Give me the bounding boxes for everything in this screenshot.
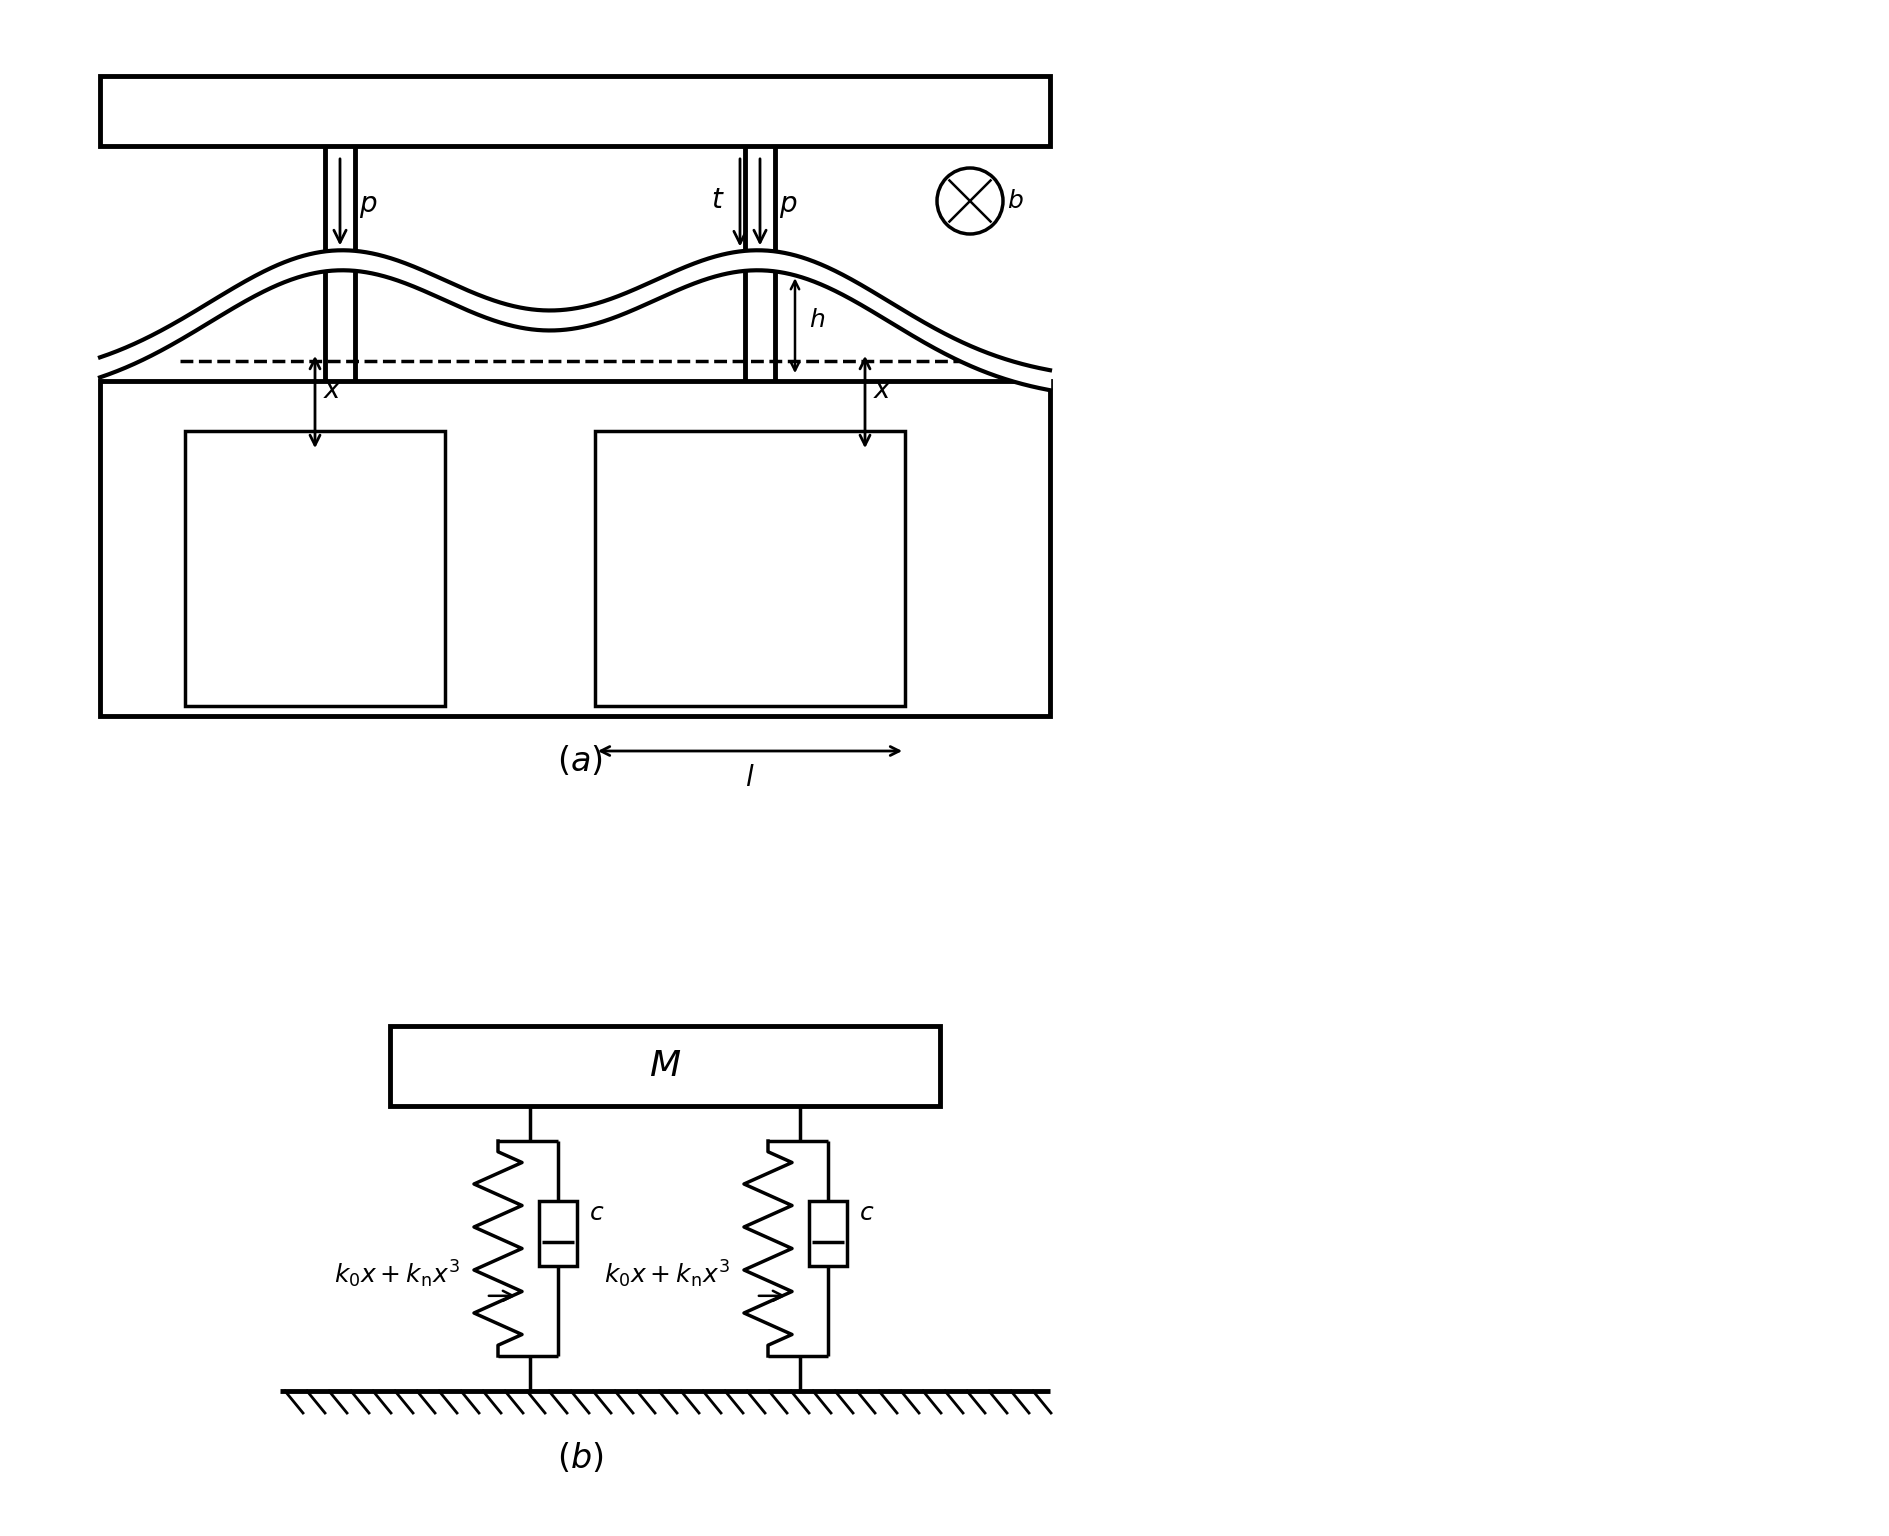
Bar (595, 432, 905, 707)
Text: $k_0x+k_{\mathrm{n}}x^3$: $k_0x+k_{\mathrm{n}}x^3$ (334, 1258, 459, 1290)
Text: $c$: $c$ (858, 1201, 875, 1224)
Text: $p$: $p$ (359, 192, 378, 220)
Bar (100, 75, 1050, 146)
Text: $x$: $x$ (873, 378, 892, 404)
Bar (808, 1201, 846, 1266)
Text: $l$: $l$ (744, 765, 754, 793)
Text: $x$: $x$ (323, 378, 342, 404)
Text: $h$: $h$ (808, 309, 825, 332)
Text: $c$: $c$ (589, 1201, 604, 1224)
Text: $M$: $M$ (648, 1049, 680, 1083)
Text: $(a)$: $(a)$ (557, 743, 603, 779)
Text: $b$: $b$ (1007, 189, 1022, 212)
Bar (389, 1026, 939, 1106)
Bar (100, 381, 1050, 716)
Circle shape (937, 167, 1003, 233)
Bar (185, 432, 444, 707)
Text: $t$: $t$ (710, 187, 725, 215)
Text: $k_0x+k_{\mathrm{n}}x^3$: $k_0x+k_{\mathrm{n}}x^3$ (604, 1258, 729, 1290)
Bar (538, 1201, 576, 1266)
Text: $p$: $p$ (778, 192, 797, 220)
Text: $(b)$: $(b)$ (557, 1441, 603, 1475)
